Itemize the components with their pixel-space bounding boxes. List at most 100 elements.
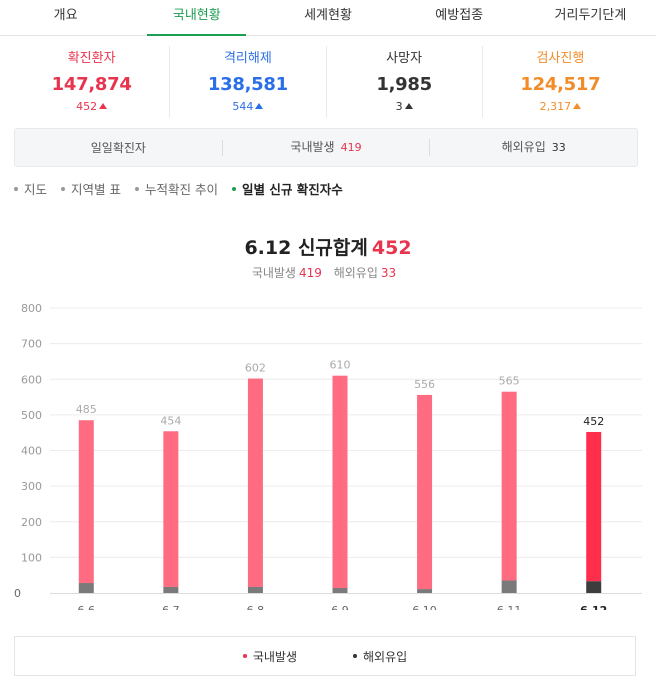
bar-total-label: 565: [499, 375, 520, 388]
y-tick-label: 100: [21, 551, 42, 564]
bar-overseas: [247, 586, 263, 593]
tab-world[interactable]: 세계현황: [304, 8, 352, 23]
x-tick-label: 6.11: [497, 604, 522, 610]
stat-released: 격리해제 138,581 544: [170, 46, 327, 118]
bullet-icon: [61, 187, 66, 191]
bullet-icon: [14, 187, 18, 191]
stat-confirmed-label: 확진환자: [67, 51, 116, 66]
sub-navigation: 지도 지역별 표 누적확진 추이 일별 신규 확진자수: [14, 180, 357, 200]
legend-domestic[interactable]: 국내발생: [242, 648, 297, 665]
chart-sub-overseas-value: 33: [380, 266, 397, 280]
stat-confirmed: 확진환자 147,874 452: [14, 46, 171, 118]
legend-overseas-dot-icon: [353, 653, 357, 658]
subnav-map-label: 지도: [24, 182, 48, 197]
daily-overseas: 해외유입 33: [430, 139, 637, 156]
subnav-daily-new-label: 일별 신규 확진자수: [241, 182, 343, 197]
y-tick-label: 0: [14, 587, 21, 600]
x-tick-label: 6.7: [162, 604, 180, 610]
bar-domestic: [586, 431, 602, 582]
subnav-region-table[interactable]: 지역별 표: [61, 180, 121, 200]
tab-domestic[interactable]: 국내현황: [131, 0, 262, 36]
bar-domestic: [78, 420, 94, 584]
bar-overseas: [501, 580, 517, 593]
legend-overseas[interactable]: 해외유입: [353, 648, 407, 665]
subnav-cumulative-trend[interactable]: 누적확진 추이: [135, 180, 218, 200]
stat-confirmed-value: 147,874: [51, 74, 132, 95]
bar-domestic: [501, 391, 517, 581]
bar-overseas: [586, 581, 602, 593]
bar-domestic: [163, 431, 179, 587]
bar-total-label: 454: [160, 414, 181, 427]
bar-domestic: [247, 378, 263, 587]
stat-testing-label: 검사진행: [536, 51, 585, 66]
daily-cases-bar-chart: 0 100 200 300 400 500 600 700 800 485 6.6 454 6.7 602…: [14, 302, 642, 610]
top-tabs: 개요 국내현황 세계현황 예방접종 거리두기단계: [0, 0, 656, 36]
chart-title-total: 452: [371, 237, 412, 259]
bar-overseas: [332, 588, 348, 593]
daily-confirmed-label: 일일확진자: [15, 139, 223, 156]
subnav-cumulative-trend-label: 누적확진 추이: [145, 182, 218, 197]
bar-overseas: [417, 589, 433, 593]
tab-distancing[interactable]: 거리두기단계: [554, 8, 627, 23]
y-tick-label: 300: [21, 480, 42, 493]
summary-stats: 확진환자 147,874 452 격리해제 138,581 544 사망자 1,…: [14, 46, 638, 118]
daily-confirmed-box: 일일확진자 국내발생 419 해외유입 33: [14, 128, 638, 167]
daily-domestic: 국내발생 419: [223, 139, 431, 156]
stat-confirmed-delta: 452: [14, 100, 169, 114]
stat-released-delta-value: 544: [232, 100, 254, 113]
subnav-map[interactable]: 지도: [14, 180, 47, 200]
legend-overseas-label: 해외유입: [363, 649, 408, 664]
stat-deaths-delta: 3: [327, 100, 482, 114]
y-tick-label: 700: [21, 338, 42, 351]
subnav-daily-new[interactable]: 일별 신규 확진자수: [231, 180, 343, 200]
x-tick-label: 6.6: [78, 604, 96, 610]
bullet-icon: [231, 187, 236, 191]
bullet-icon: [135, 187, 139, 191]
bar-total-label: 610: [330, 359, 351, 372]
bar-total-label: 452: [583, 415, 604, 428]
y-tick-label: 400: [21, 445, 42, 458]
stat-deaths-delta-value: 3: [395, 100, 403, 113]
bar-overseas: [163, 586, 179, 593]
bar-total-label: 485: [76, 403, 97, 416]
subnav-region-table-label: 지역별 표: [71, 182, 121, 197]
bar-overseas: [78, 583, 94, 593]
up-triangle-icon: [99, 103, 108, 109]
stat-confirmed-delta-value: 452: [76, 100, 98, 113]
tab-vaccination[interactable]: 예방접종: [435, 8, 484, 23]
y-tick-label: 200: [21, 516, 42, 529]
y-tick-label: 500: [21, 409, 42, 422]
x-tick-label: 6.8: [247, 604, 265, 610]
stat-released-label: 격리해제: [223, 51, 272, 66]
daily-overseas-label: 해외유입: [501, 140, 546, 154]
chart-title-text: 6.12 신규합계: [244, 237, 368, 259]
bar-domestic: [417, 394, 433, 590]
daily-overseas-value: 33: [551, 141, 566, 154]
stat-deaths-value: 1,985: [376, 74, 432, 95]
daily-domestic-label: 국내발생: [290, 140, 335, 154]
stat-testing-delta-value: 2,317: [539, 100, 572, 113]
chart-subtitle: 국내발생 419 해외유입 33: [0, 264, 656, 282]
x-tick-label: 6.9: [331, 604, 349, 610]
y-tick-label: 800: [21, 302, 42, 315]
tab-overview[interactable]: 개요: [53, 8, 78, 23]
daily-domestic-value: 419: [340, 141, 362, 154]
chart-title: 6.12 신규합계 452: [0, 234, 656, 262]
x-tick-label: 6.10: [412, 604, 437, 610]
stat-released-delta: 544: [170, 100, 325, 114]
x-tick-label: 6.12: [580, 604, 607, 610]
stat-deaths-label: 사망자: [386, 51, 423, 66]
bar-domestic: [332, 375, 348, 589]
chart-sub-domestic-value: 419: [298, 266, 322, 280]
y-tick-label: 600: [21, 373, 42, 386]
bar-total-label: 602: [245, 362, 266, 375]
stat-testing: 검사진행 124,517 2,317: [483, 46, 638, 118]
legend-domestic-dot-icon: [242, 653, 247, 658]
chart-sub-domestic-label: 국내발생: [251, 266, 296, 280]
stat-deaths: 사망자 1,985 3: [327, 46, 483, 118]
stat-released-value: 138,581: [207, 74, 288, 95]
chart-legend: 국내발생 해외유입: [14, 636, 636, 676]
chart-sub-overseas-label: 해외유입: [333, 266, 378, 280]
up-triangle-icon: [573, 103, 582, 109]
up-triangle-icon: [404, 103, 413, 109]
